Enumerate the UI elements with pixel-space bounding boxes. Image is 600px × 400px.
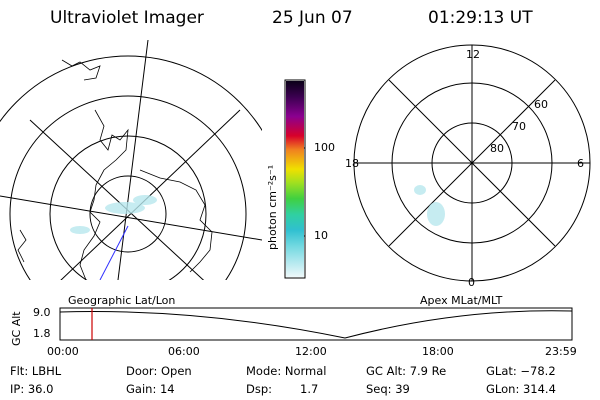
mlat-label-80: 80 xyxy=(490,142,504,155)
info-gc-alt: GC Alt: 7.9 Re xyxy=(366,364,447,378)
mlt-label-18: 18 xyxy=(345,157,359,170)
left-map-label: Geographic Lat/Lon xyxy=(68,294,176,307)
mlt-label-12: 12 xyxy=(466,48,480,61)
info-dsp-label: Dsp: xyxy=(246,382,273,396)
aurora-right xyxy=(414,185,445,226)
orbit-track xyxy=(99,225,129,280)
info-ip: IP: 36.0 xyxy=(10,382,54,396)
time-label: 01:29:13 UT xyxy=(428,8,533,28)
info-dsp-value: 1.7 xyxy=(300,382,319,396)
info-seq: Seq: 39 xyxy=(366,382,410,396)
info-glon: GLon: 314.4 xyxy=(486,382,556,396)
date-label: 25 Jun 07 xyxy=(272,8,353,28)
timeline-xtick-2: 12:00 xyxy=(295,345,327,358)
timeline-ylabel: GC Alt xyxy=(10,311,23,346)
timeline-ytick-bottom: 1.8 xyxy=(33,327,51,340)
polar-map xyxy=(353,44,591,282)
lat-circle-4 xyxy=(0,55,262,132)
lat-circle-3 xyxy=(9,95,247,280)
coastline-2 xyxy=(139,169,213,273)
mlt-label-0: 0 xyxy=(468,276,475,289)
info-door: Door: Open xyxy=(126,364,192,378)
mlat-label-70: 70 xyxy=(512,120,526,133)
geographic-map xyxy=(0,40,262,280)
lat-circle-1 xyxy=(89,175,167,253)
mlt-line-diag-2 xyxy=(388,79,556,247)
colorbar-tick-label-100: 100 xyxy=(314,141,335,154)
right-map-label: Apex MLat/MLT xyxy=(420,294,503,307)
instrument-title: Ultraviolet Imager xyxy=(50,8,204,28)
timeline-ytick-top: 9.0 xyxy=(33,306,51,319)
coastline-3 xyxy=(61,59,101,81)
timeline-xtick-0: 00:00 xyxy=(47,345,79,358)
lat-circle-2 xyxy=(49,135,207,280)
info-gain: Gain: 14 xyxy=(126,382,175,396)
colorbar xyxy=(286,81,304,277)
mlat-label-60: 60 xyxy=(534,98,548,111)
lon-line-2 xyxy=(0,195,262,241)
info-mode: Mode: Normal xyxy=(246,364,327,378)
timeline-xtick-4: 23:59 xyxy=(545,345,577,358)
mlt-label-6: 6 xyxy=(577,157,584,170)
timeline-plot xyxy=(59,307,573,341)
aurora-left xyxy=(70,195,157,234)
info-glat: GLat: −78.2 xyxy=(486,364,556,378)
lon-line-1 xyxy=(117,40,149,280)
coastline-1 xyxy=(79,109,129,280)
timeline-xtick-1: 06:00 xyxy=(168,345,200,358)
info-flt: Flt: LBHL xyxy=(10,364,62,378)
coastline-4 xyxy=(17,229,27,263)
colorbar-unit-label: photon cm⁻²s⁻¹ xyxy=(266,164,279,250)
colorbar-tick-label-10: 10 xyxy=(314,229,328,242)
timeline-xtick-3: 18:00 xyxy=(422,345,454,358)
colorbar-frame xyxy=(284,79,306,279)
timeline-frame xyxy=(59,307,573,341)
gc-alt-curve xyxy=(59,310,573,339)
